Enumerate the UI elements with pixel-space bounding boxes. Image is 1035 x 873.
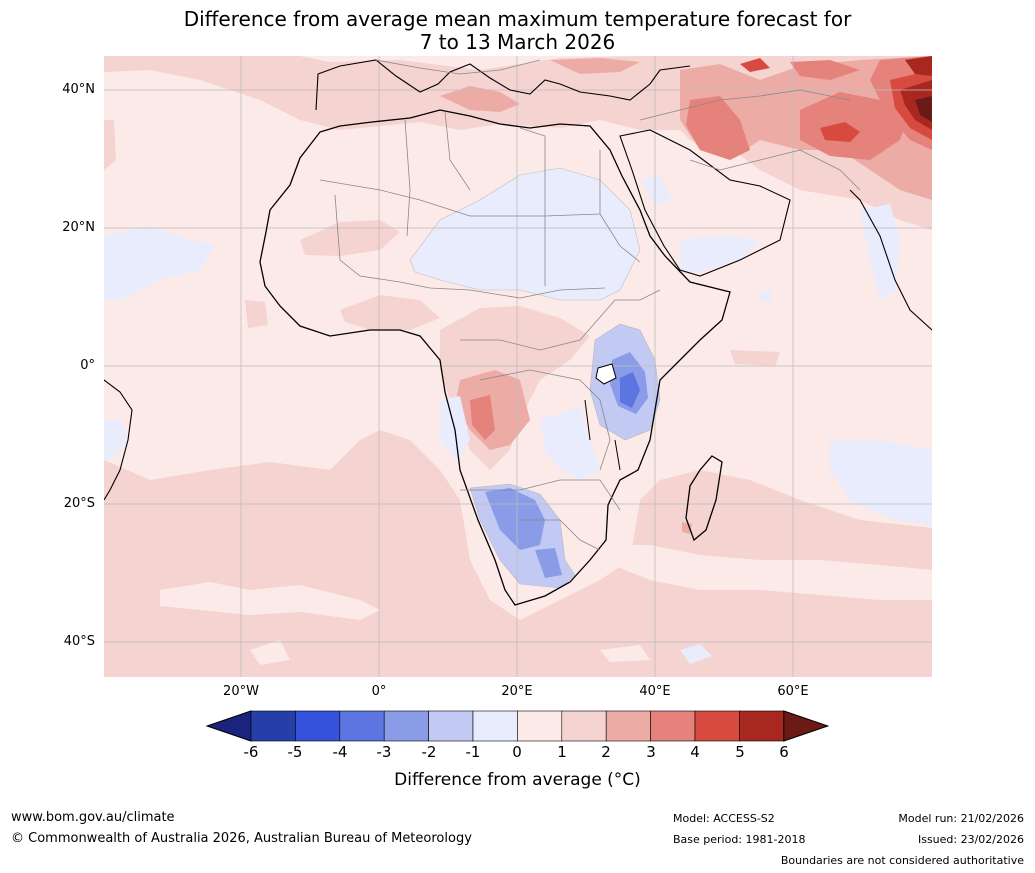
- lat-label-20n: 20°N: [62, 220, 95, 235]
- colorbar-tick: 2: [601, 743, 611, 761]
- colorbar-swatch: [295, 710, 341, 742]
- lon-label-20w: 20°W: [223, 684, 259, 699]
- colorbar-swatch: [428, 710, 474, 742]
- graticule: [104, 56, 932, 677]
- colorbar-tick: -5: [287, 743, 303, 761]
- country-boundaries: [319, 59, 861, 551]
- south-america-coastline: [104, 379, 133, 501]
- lon-label-0: 0°: [371, 684, 387, 699]
- lat-label-0: 0°: [80, 358, 95, 373]
- footer-disclaimer: Boundaries are not considered authoritat…: [780, 854, 1024, 867]
- footer-model-run: Model run: 21/02/2026: [898, 812, 1024, 825]
- forecast-map: [104, 56, 932, 677]
- colorbar-swatch: [650, 710, 696, 742]
- footer-base-period: Base period: 1981-2018: [673, 833, 806, 846]
- colorbar-tick: -1: [465, 743, 481, 761]
- colorbar-swatch: [250, 710, 296, 742]
- lon-label-20e: 20°E: [501, 684, 533, 699]
- colorbar-tick: 4: [690, 743, 700, 761]
- anomaly-minus3-zone: [620, 372, 640, 408]
- india-coastline: [849, 189, 932, 331]
- footer-copyright: © Commonwealth of Australia 2026, Austra…: [11, 831, 472, 846]
- lake-victoria: [595, 363, 617, 385]
- lake-malawi: [614, 439, 621, 471]
- footer-url[interactable]: www.bom.gov.au/climate: [11, 810, 175, 825]
- colorbar-swatch: [339, 710, 385, 742]
- colorbar-label: Difference from average (°C): [394, 770, 641, 790]
- colorbar-tick: 5: [735, 743, 745, 761]
- colorbar-swatch: [605, 710, 651, 742]
- colorbar-tick: -4: [332, 743, 348, 761]
- colorbar-tick: 1: [557, 743, 567, 761]
- map-title: Difference from average mean maximum tem…: [0, 8, 1035, 54]
- anomaly-plus5-zones: [900, 56, 932, 130]
- colorbar-tick: 6: [779, 743, 789, 761]
- colorbar: [205, 710, 830, 742]
- footer-model: Model: ACCESS-S2: [673, 812, 775, 825]
- colorbar-extend-high: [783, 710, 830, 742]
- colorbar-swatch: [694, 710, 740, 742]
- colorbar-swatch: [472, 710, 518, 742]
- anomaly-plus6-zone: [915, 96, 932, 122]
- colorbar-tick: -2: [421, 743, 437, 761]
- colorbar-tick: -3: [376, 743, 392, 761]
- colorbar-swatch: [383, 710, 429, 742]
- lat-label-40n: 40°N: [62, 82, 95, 97]
- colorbar-swatch: [739, 710, 785, 742]
- lon-label-40e: 40°E: [639, 684, 671, 699]
- lon-label-60e: 60°E: [777, 684, 809, 699]
- europe-coastline: [315, 59, 691, 111]
- colorbar-tick: -6: [243, 743, 259, 761]
- lat-label-40s: 40°S: [63, 634, 95, 649]
- colorbar-tick: 3: [646, 743, 656, 761]
- colorbar-extend-low: [205, 710, 252, 742]
- title-line-2: 7 to 13 March 2026: [419, 30, 616, 54]
- madagascar-coastline: [685, 455, 723, 542]
- africa-coastline: [259, 109, 731, 606]
- colorbar-swatch: [517, 710, 563, 742]
- colorbar-tick: 0: [512, 743, 522, 761]
- lake-tanganyika: [584, 399, 591, 441]
- arabia-coastline: [619, 129, 791, 277]
- anomaly-neutral-patches: [160, 545, 932, 665]
- footer-issued: Issued: 23/02/2026: [917, 833, 1024, 846]
- title-line-1: Difference from average mean maximum tem…: [183, 7, 852, 31]
- lat-label-20s: 20°S: [63, 496, 95, 511]
- colorbar-swatch: [561, 710, 607, 742]
